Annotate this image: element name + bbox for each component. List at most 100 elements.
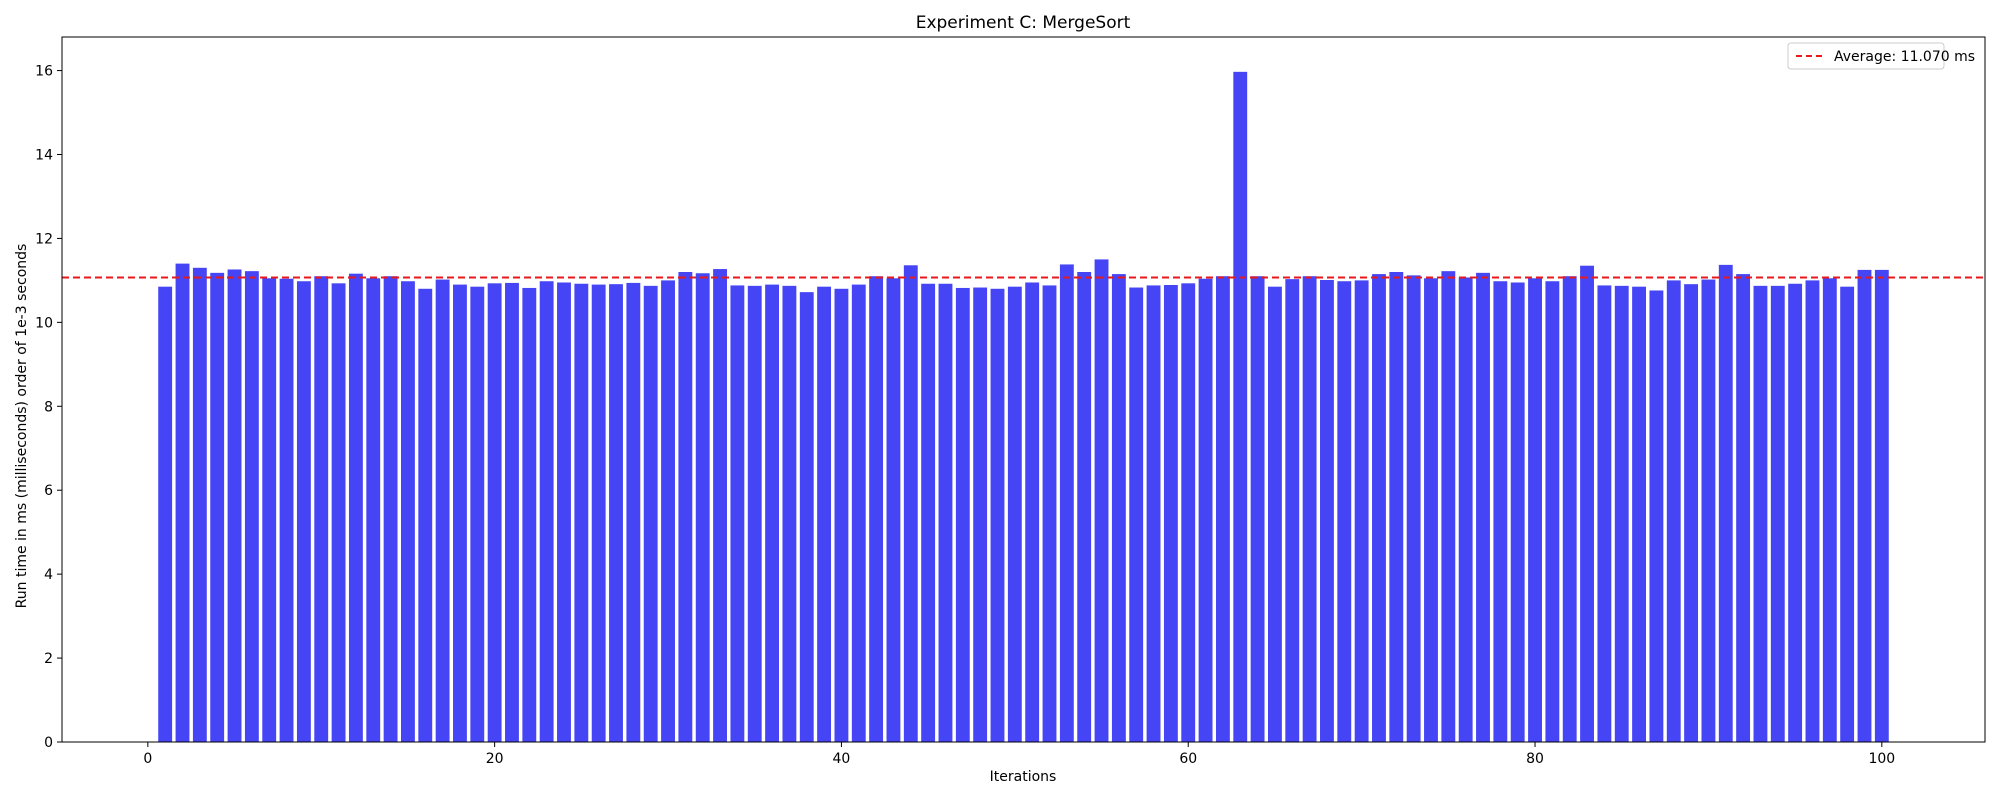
bar-iteration-80 <box>1528 278 1542 742</box>
bar-iteration-36 <box>765 284 780 742</box>
bars-group <box>158 71 1889 742</box>
bar-iteration-17 <box>435 279 450 742</box>
legend: Average: 11.070 ms <box>1787 42 1975 70</box>
y-tick-label: 10 <box>35 315 53 331</box>
bar-iteration-90 <box>1701 279 1716 742</box>
bar-iteration-18 <box>453 284 467 742</box>
bar-iteration-37 <box>782 285 797 742</box>
bar-iteration-10 <box>314 276 329 742</box>
bar-iteration-40 <box>834 288 849 742</box>
bar-iteration-2 <box>175 263 190 742</box>
bar-iteration-3 <box>192 267 207 742</box>
y-tick-label: 4 <box>44 567 53 583</box>
y-tick-label: 0 <box>44 735 53 751</box>
bar-iteration-49 <box>990 288 1005 742</box>
bar-iteration-7 <box>262 278 277 742</box>
y-tick-label: 16 <box>35 64 53 80</box>
chart-title: Experiment C: MergeSort <box>916 13 1131 33</box>
bar-iteration-44 <box>903 265 918 742</box>
bar-iteration-4 <box>210 272 225 742</box>
bar-iteration-58 <box>1146 285 1161 742</box>
bar-iteration-67 <box>1302 276 1317 742</box>
bar-iteration-11 <box>331 283 346 742</box>
bar-iteration-86 <box>1632 286 1647 742</box>
bar-iteration-25 <box>574 283 589 742</box>
bar-iteration-79 <box>1510 282 1525 742</box>
bar-iteration-93 <box>1753 285 1768 742</box>
bar-iteration-100 <box>1874 269 1889 742</box>
bar-iteration-70 <box>1354 280 1369 742</box>
y-axis-label: Run time in ms (milliseconds) order of 1… <box>14 244 30 609</box>
bar-iteration-81 <box>1545 281 1560 742</box>
bar-iteration-61 <box>1198 278 1213 742</box>
bar-iteration-41 <box>851 284 866 742</box>
bar-iteration-76 <box>1458 277 1473 742</box>
bar-iteration-56 <box>1111 274 1126 742</box>
bar-iteration-92 <box>1736 274 1751 742</box>
bar-iteration-59 <box>1163 285 1178 742</box>
bar-iteration-64 <box>1250 276 1265 742</box>
bar-iteration-69 <box>1337 281 1352 742</box>
bar-iteration-89 <box>1684 284 1699 742</box>
x-tick-label: 40 <box>833 751 851 767</box>
bar-iteration-73 <box>1406 275 1421 742</box>
bar-iteration-39 <box>817 286 832 742</box>
bar-iteration-66 <box>1285 279 1300 742</box>
bar-iteration-47 <box>955 287 970 742</box>
x-tick-label: 60 <box>1179 751 1197 767</box>
bar-iteration-52 <box>1042 285 1057 742</box>
legend-box <box>1787 42 1945 70</box>
bar-iteration-38 <box>799 292 814 742</box>
bar-iteration-57 <box>1129 287 1144 742</box>
bar-iteration-30 <box>661 280 675 742</box>
bar-iteration-8 <box>279 278 294 742</box>
y-axis: 0 2 4 6 8 10 12 14 16 <box>35 64 62 751</box>
bar-iteration-98 <box>1840 286 1855 742</box>
bar-iteration-19 <box>470 286 485 742</box>
bar-iteration-24 <box>557 282 571 742</box>
bar-iteration-91 <box>1718 264 1733 742</box>
bar-iteration-27 <box>609 284 623 742</box>
bar-iteration-88 <box>1666 280 1681 742</box>
plot-border <box>61 36 1986 743</box>
legend-label-average: Average: 11.070 ms <box>1834 49 1975 65</box>
bar-iteration-97 <box>1822 278 1837 742</box>
bar-iteration-1 <box>158 286 173 742</box>
bar-iteration-5 <box>227 269 242 742</box>
y-tick-label: 2 <box>44 651 53 667</box>
bar-iteration-72 <box>1389 272 1404 742</box>
bar-iteration-21 <box>505 282 519 742</box>
bar-iteration-14 <box>383 276 398 742</box>
x-tick-label: 0 <box>143 751 152 767</box>
bar-iteration-34 <box>730 285 745 742</box>
y-tick-label: 8 <box>44 399 53 415</box>
bar-iteration-33 <box>713 269 727 742</box>
bar-iteration-71 <box>1372 274 1386 742</box>
plot-area <box>62 37 1985 742</box>
bar-iteration-95 <box>1788 283 1803 742</box>
bar-iteration-55 <box>1094 259 1109 742</box>
bar-iteration-87 <box>1649 290 1664 742</box>
bar-iteration-68 <box>1320 279 1334 742</box>
bar-iteration-15 <box>400 281 415 742</box>
bar-iteration-50 <box>1007 286 1022 742</box>
x-axis-label: Iterations <box>990 769 1057 785</box>
bar-iteration-48 <box>973 287 988 742</box>
bar-iteration-62 <box>1215 276 1230 742</box>
x-tick-label: 20 <box>486 751 504 767</box>
bar-iteration-54 <box>1077 272 1092 742</box>
bar-iteration-29 <box>643 285 658 742</box>
bar-iteration-85 <box>1614 285 1629 742</box>
x-axis: 0 20 40 60 80 100 <box>143 742 1895 767</box>
bar-iteration-82 <box>1562 276 1577 742</box>
bar-iteration-51 <box>1025 282 1040 742</box>
bar-iteration-63 <box>1233 71 1248 742</box>
bar-iteration-23 <box>539 281 554 742</box>
x-tick-label: 80 <box>1526 751 1544 767</box>
x-tick-label: 100 <box>1868 751 1895 767</box>
bar-iteration-26 <box>591 284 606 742</box>
bar-iteration-53 <box>1059 264 1074 742</box>
y-tick-label: 6 <box>44 483 53 499</box>
bar-iteration-35 <box>747 285 762 742</box>
bar-iteration-60 <box>1181 283 1196 742</box>
